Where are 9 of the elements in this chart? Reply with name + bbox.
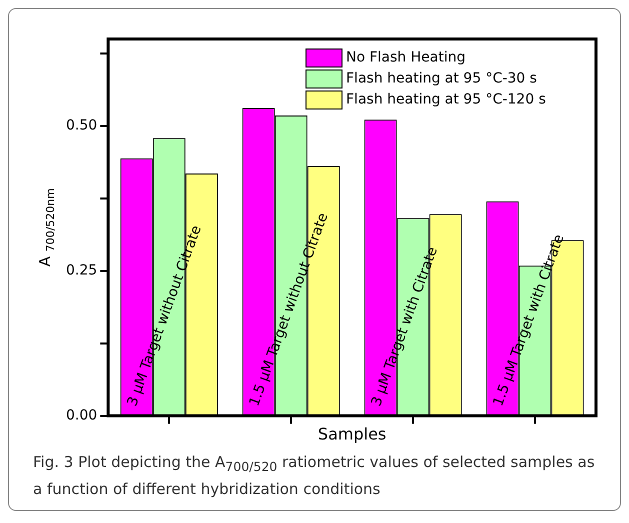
y-tick-label: 0.50 [66,118,98,134]
y-axis-title: A700/520nm [36,188,58,267]
y-tick-label: 0.00 [66,407,98,424]
legend-label: Flash heating at 95 °C-120 s [346,92,546,108]
caption: Fig. 3 Plot depicting the A$_{700/520}$ ratiometric values of selected samples as a function of different hybridization conditions [32,452,596,500]
x-axis-title: Samples [318,424,386,444]
legend-label: Flash heating at 95 °C-30 s [346,70,537,87]
legend-label: No Flash Heating [346,50,466,66]
y-tick-label: 0.25 [66,262,98,279]
